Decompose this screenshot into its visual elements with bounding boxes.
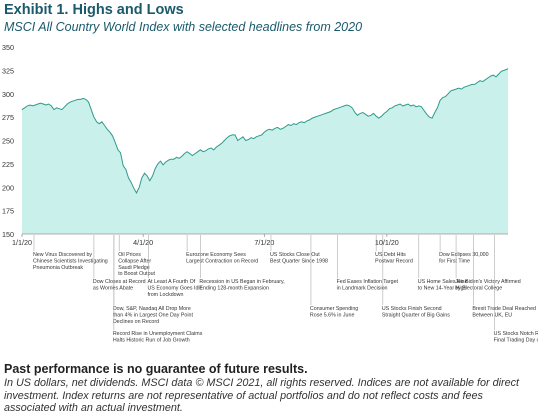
y-tick-label: 225 bbox=[2, 160, 14, 169]
annotation-line: Collapse After bbox=[118, 258, 151, 264]
annotation-line: Fed Eases Inflation Target bbox=[337, 279, 399, 285]
chart-title: Exhibit 1. Highs and Lows bbox=[4, 2, 184, 18]
x-tick-label: 7/1/20 bbox=[254, 238, 274, 247]
plot-area bbox=[21, 68, 509, 234]
chart-subtitle: MSCI All Country World Index with select… bbox=[4, 20, 363, 34]
disclaimer-headline: Past performance is no guarantee of futu… bbox=[4, 362, 308, 376]
annotation-line: for First Time bbox=[439, 258, 470, 264]
annotation-line: US Stocks Finish Second bbox=[382, 306, 442, 312]
annotation-line: Saudi Pledge bbox=[118, 265, 150, 271]
annotation-line: Best Quarter Since 1998 bbox=[270, 258, 328, 264]
annotation-label: Fed Eases Inflation Target in Landmark De… bbox=[337, 279, 399, 291]
annotation-line: than 4% in Largest One Day Point bbox=[113, 312, 194, 318]
annotation-label: Eurozone Economy Sees Largest Contraction… bbox=[186, 252, 258, 264]
y-tick-label: 250 bbox=[2, 137, 14, 146]
annotation-label: Record Rise in Unemployment Claims Halts … bbox=[113, 331, 203, 343]
annotation-line: Declines on Record bbox=[113, 319, 159, 325]
index-area bbox=[22, 68, 508, 234]
annotation-line: Record Rise in Unemployment Claims bbox=[113, 331, 203, 337]
annotation-line: Brexit Trade Deal Reached bbox=[472, 306, 536, 312]
y-tick-label: 175 bbox=[2, 207, 14, 216]
annotation-label: US Stocks Close Out Best Quarter Since 19… bbox=[270, 252, 328, 264]
annotation-line: Recession in US Began in February, bbox=[199, 279, 284, 285]
annotation-line: US Home Sales Rise bbox=[418, 279, 468, 285]
annotation-line: US Economy Goes Idle bbox=[147, 285, 202, 291]
annotation-line: in Landmark Decision bbox=[337, 285, 388, 291]
annotation-label: New Virus Discovered by Chinese Scientist… bbox=[33, 252, 108, 271]
annotation-line: Chinese Scientists Investigating bbox=[33, 258, 108, 264]
annotation-line: Dow Closes at Record bbox=[93, 279, 146, 285]
annotation-line: from Lockdown bbox=[147, 292, 183, 298]
annotation-line: Largest Contraction on Record bbox=[186, 258, 258, 264]
annotation-label: US Home Sales Rise to New 14-Year High bbox=[418, 279, 468, 291]
annotation-line: US Stocks Close Out bbox=[270, 252, 320, 258]
annotation-line: Dow, S&P, Nasdaq All Drop More bbox=[113, 306, 191, 312]
annotation-label: Recession in US Began in February, Ending… bbox=[199, 279, 284, 291]
index-line bbox=[21, 68, 509, 194]
y-tick-label: 325 bbox=[2, 66, 14, 75]
annotation-line: as Worries Abate bbox=[93, 285, 133, 291]
area-chart: 150 175 200 225 250 275 300 325 350 1/1/20 4/1/20… bbox=[2, 43, 538, 343]
annotation-line: Ending 128-month Expansion bbox=[199, 285, 269, 291]
annotation-line: At Least A Fourth Of bbox=[147, 279, 195, 285]
annotation-label: Dow Eclipses 30,000 for First Time bbox=[439, 252, 489, 264]
annotation-label: US Debt Hits Postwar Record bbox=[375, 252, 413, 264]
y-tick-label: 275 bbox=[2, 113, 14, 122]
y-tick-label: 150 bbox=[2, 230, 14, 239]
annotation-line: New Virus Discovered by bbox=[33, 252, 92, 258]
annotation-label: Oil Prices Collapse After Saudi Pledge to B… bbox=[118, 252, 155, 277]
x-axis: 1/1/20 4/1/20 7/1/20 10/1/20 bbox=[12, 233, 508, 247]
x-tick-label: 1/1/20 bbox=[12, 238, 32, 247]
annotation-line: Final Trading Day of 2020 bbox=[494, 337, 538, 343]
x-tick-label: 10/1/20 bbox=[375, 238, 399, 247]
annotation-line: Eurozone Economy Sees bbox=[186, 252, 246, 258]
annotation-label: Joe Biden's Victory Affirmed by Electoral… bbox=[455, 279, 521, 291]
y-tick-label: 350 bbox=[2, 43, 14, 52]
y-tick-label: 300 bbox=[2, 90, 14, 99]
annotation-line: Dow Eclipses 30,000 bbox=[439, 252, 489, 258]
annotation-line: Pneumonia Outbreak bbox=[33, 265, 83, 271]
annotation-line: US Debt Hits bbox=[375, 252, 406, 258]
annotation-label: Brexit Trade Deal Reached Between UK, EU bbox=[472, 306, 536, 318]
annotation-line: Postwar Record bbox=[375, 258, 413, 264]
annotation-line: Rose 5.6% in June bbox=[310, 312, 355, 318]
annotation-line: Halts Historic Run of Job Growth bbox=[113, 337, 190, 343]
annotation-label: Dow Closes at Record as Worries Abate bbox=[93, 279, 146, 291]
disclaimer-note: In US dollars, net dividends. MSCI data … bbox=[4, 377, 520, 414]
y-tick-label: 200 bbox=[2, 183, 14, 192]
annotation-line: US Stocks Notch Records in bbox=[494, 331, 538, 337]
annotation-label: US Stocks Notch Records inFinal Trading … bbox=[494, 331, 538, 343]
annotation-line: to Boost Output bbox=[118, 271, 155, 277]
annotation-label: US Stocks Finish Second Straight Quarter … bbox=[382, 306, 450, 318]
annotation-line: Straight Quarter of Big Gains bbox=[382, 312, 450, 318]
x-tick-label: 4/1/20 bbox=[133, 238, 153, 247]
annotation-line: Consumer Spending bbox=[310, 306, 358, 312]
annotation-label: At Least A Fourth Of US Economy Goes Idle… bbox=[147, 279, 202, 298]
annotation-line: Oil Prices bbox=[118, 252, 141, 258]
annotation-label: Dow, S&P, Nasdaq All Drop More than 4% in… bbox=[113, 306, 194, 325]
annotation-line: by Electoral College bbox=[455, 285, 502, 291]
annotation-line: Between UK, EU bbox=[472, 312, 512, 318]
annotation-label: Consumer Spending Rose 5.6% in June bbox=[310, 306, 358, 318]
annotation-line: Joe Biden's Victory Affirmed bbox=[455, 279, 521, 285]
y-axis: 150 175 200 225 250 275 300 325 350 bbox=[2, 43, 14, 239]
annotation-line: to New 14-Year High bbox=[418, 285, 467, 291]
headline-annotations: New Virus Discovered by Chinese Scientist… bbox=[33, 235, 538, 343]
